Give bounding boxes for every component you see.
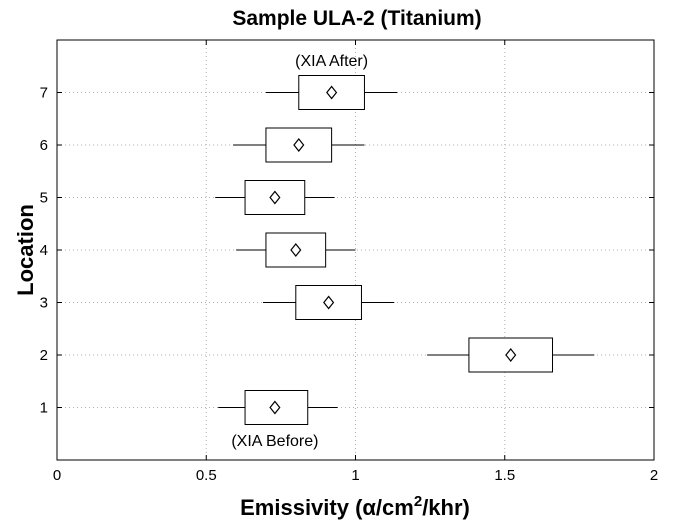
median-marker <box>323 295 335 310</box>
median-marker <box>326 85 338 100</box>
median-marker <box>290 243 302 257</box>
box-series <box>215 75 595 425</box>
y-tick-label: 1 <box>40 400 48 417</box>
x-tick-label: 1 <box>351 467 359 484</box>
chart-title: Sample ULA-2 (Titanium) <box>232 7 481 30</box>
median-marker <box>505 348 517 362</box>
x-tick-label: 1.5 <box>494 467 515 484</box>
x-axis-label: Emissivity (α/cm2/khr) <box>240 493 470 520</box>
y-tick-label: 7 <box>40 85 48 102</box>
y-tick-label: 5 <box>40 190 48 207</box>
median-marker <box>269 400 281 415</box>
median-marker <box>269 190 281 205</box>
median-marker <box>293 138 305 152</box>
annotation-label: (XIA Before) <box>231 433 318 450</box>
x-tick-label: 2 <box>650 467 658 484</box>
x-tick-label: 0.5 <box>196 467 217 484</box>
annotation-label: (XIA After) <box>295 53 368 70</box>
y-tick-label: 2 <box>40 347 48 364</box>
y-tick-label: 3 <box>40 295 48 312</box>
annotations: (XIA After) (XIA Before) <box>231 53 368 450</box>
y-tick-label: 4 <box>40 242 48 259</box>
axis-ticks: 0 0.5 1 1.5 2 1 2 3 4 5 6 7 <box>40 40 658 484</box>
x-tick-label: 0 <box>53 467 61 484</box>
y-axis-label: Location <box>13 204 38 296</box>
y-tick-label: 6 <box>40 137 48 154</box>
